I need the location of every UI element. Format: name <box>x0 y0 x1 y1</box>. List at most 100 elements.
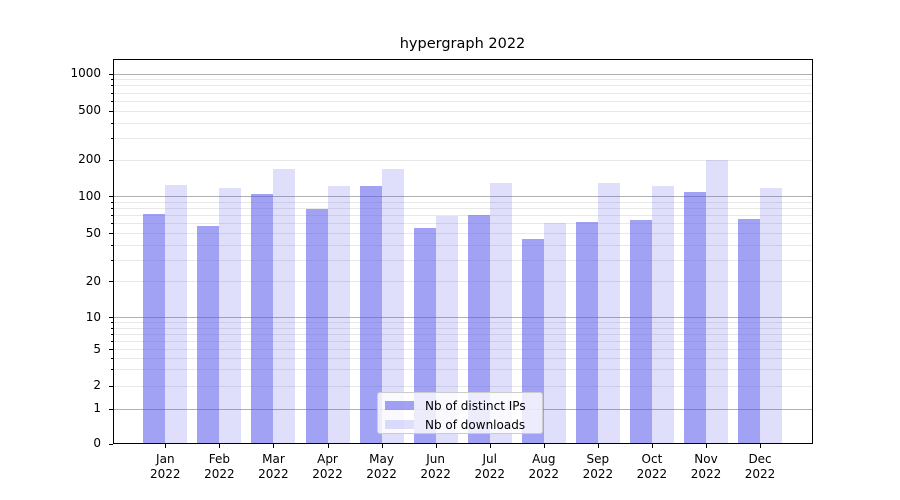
gridline-minor-8 <box>113 327 812 329</box>
gridline-minor-5 <box>113 349 812 351</box>
gridline-minor-60 <box>113 223 812 225</box>
gridline-minor-3 <box>113 369 812 371</box>
bar-downloads-apr <box>327 185 350 444</box>
y-minortick-900 <box>110 79 113 81</box>
bar-distinct-ips-may <box>359 185 382 444</box>
y-minortick-300 <box>110 137 113 139</box>
bar-downloads-nov <box>706 159 728 444</box>
gridline-minor-300 <box>113 137 812 139</box>
y-tick-label-50: 50 <box>85 225 101 240</box>
bar-downloads-dec <box>760 187 783 444</box>
gridline-minor-400 <box>113 122 812 124</box>
bar-downloads-jul <box>489 183 512 444</box>
y-minortick-40 <box>110 244 113 246</box>
bar-downloads-may <box>381 168 404 444</box>
gridline-minor-30 <box>113 260 812 262</box>
y-tick-label-200: 200 <box>78 152 101 166</box>
gridline-minor-20 <box>113 281 812 283</box>
x-tick-label-nov: Nov 2022 <box>690 452 722 481</box>
chart-title: hypergraph 2022 <box>399 36 526 52</box>
bar-downloads-sep <box>597 183 620 444</box>
legend-swatch-distinct-ips <box>385 401 414 410</box>
x-tick-jun <box>435 444 437 448</box>
y-minortick-90 <box>110 201 113 203</box>
y-minortick-4 <box>110 358 113 360</box>
bar-downloads-mar <box>273 168 296 444</box>
y-minortick-8 <box>110 327 113 329</box>
gridline-minor-900 <box>113 79 812 81</box>
bar-downloads-oct <box>651 185 674 444</box>
x-tick-label-dec: Dec 2022 <box>744 452 776 481</box>
y-minortick-500 <box>110 110 113 112</box>
y-minortick-3 <box>110 369 113 371</box>
y-minortick-20 <box>110 281 113 283</box>
legend-row-downloads: Nb of downloads <box>385 415 542 434</box>
y-minortick-5 <box>110 349 113 351</box>
x-tick-label-apr: Apr 2022 <box>312 452 343 481</box>
bar-distinct-ips-feb <box>197 226 220 444</box>
bar-distinct-ips-oct <box>629 220 652 444</box>
gridline-minor-500 <box>113 110 812 112</box>
bar-distinct-ips-sep <box>575 221 598 444</box>
x-tick-nov <box>706 444 707 448</box>
x-tick-label-jun: Jun 2022 <box>420 452 451 481</box>
y-tick-label-1000: 1000 <box>70 66 101 80</box>
gridline-minor-50 <box>113 233 812 235</box>
x-tick-feb <box>219 444 221 448</box>
bar-downloads-aug <box>543 223 566 444</box>
gridline-minor-200 <box>113 159 812 161</box>
legend: Nb of distinct IPs Nb of downloads <box>377 392 543 434</box>
y-tick-label-1: 1 <box>93 401 101 415</box>
y-minortick-700 <box>110 92 113 94</box>
y-tick-100 <box>108 196 113 197</box>
gridline-minor-9 <box>113 322 812 324</box>
gridline-minor-800 <box>113 85 812 87</box>
y-minortick-2 <box>110 385 113 387</box>
bar-distinct-ips-jul <box>467 215 490 444</box>
y-tick-0 <box>108 443 113 445</box>
legend-label-distinct-ips: Nb of distinct IPs <box>425 398 526 413</box>
x-tick-label-may: May 2022 <box>366 452 397 481</box>
gridline-major-10 <box>113 317 812 319</box>
gridline-major-100 <box>113 196 812 197</box>
gridline-minor-90 <box>113 201 812 203</box>
y-tick-label-5: 5 <box>93 341 101 356</box>
bar-distinct-ips-jun <box>413 228 436 444</box>
gridline-minor-80 <box>113 208 812 209</box>
y-minortick-50 <box>110 233 113 235</box>
y-minortick-60 <box>110 223 113 225</box>
legend-row-distinct-ips: Nb of distinct IPs <box>385 396 542 415</box>
y-tick-1000 <box>108 73 113 75</box>
x-tick-label-jan: Jan 2022 <box>150 452 181 481</box>
bar-distinct-ips-jan <box>143 214 166 444</box>
bar-downloads-jan <box>165 184 188 444</box>
y-minortick-70 <box>110 215 113 217</box>
y-minortick-6 <box>110 340 113 342</box>
legend-label-downloads: Nb of downloads <box>425 417 526 432</box>
y-tick-10 <box>108 317 113 319</box>
y-tick-label-20: 20 <box>85 273 101 288</box>
y-tick-label-0: 0 <box>93 436 101 450</box>
x-tick-apr <box>327 444 329 448</box>
y-tick-label-10: 10 <box>85 309 101 324</box>
y-tick-label-2: 2 <box>93 378 101 392</box>
gridline-minor-70 <box>113 215 812 217</box>
x-tick-label-sep: Sep 2022 <box>582 452 614 481</box>
x-tick-may <box>381 444 383 448</box>
y-minortick-80 <box>110 208 113 209</box>
gridline-minor-7 <box>113 333 812 335</box>
x-tick-label-oct: Oct 2022 <box>636 452 668 481</box>
bar-distinct-ips-mar <box>251 194 274 444</box>
gridline-minor-600 <box>113 100 812 102</box>
gridline-minor-4 <box>113 358 812 360</box>
x-tick-jan <box>165 444 167 448</box>
x-tick-label-aug: Aug 2022 <box>528 452 560 481</box>
y-minortick-400 <box>110 122 113 124</box>
y-minortick-30 <box>110 260 113 262</box>
bar-distinct-ips-dec <box>738 219 761 444</box>
x-tick-dec <box>760 444 762 448</box>
x-tick-label-jul: Jul 2022 <box>474 452 505 481</box>
x-tick-label-feb: Feb 2022 <box>204 452 235 481</box>
y-tick-label-500: 500 <box>78 103 101 118</box>
